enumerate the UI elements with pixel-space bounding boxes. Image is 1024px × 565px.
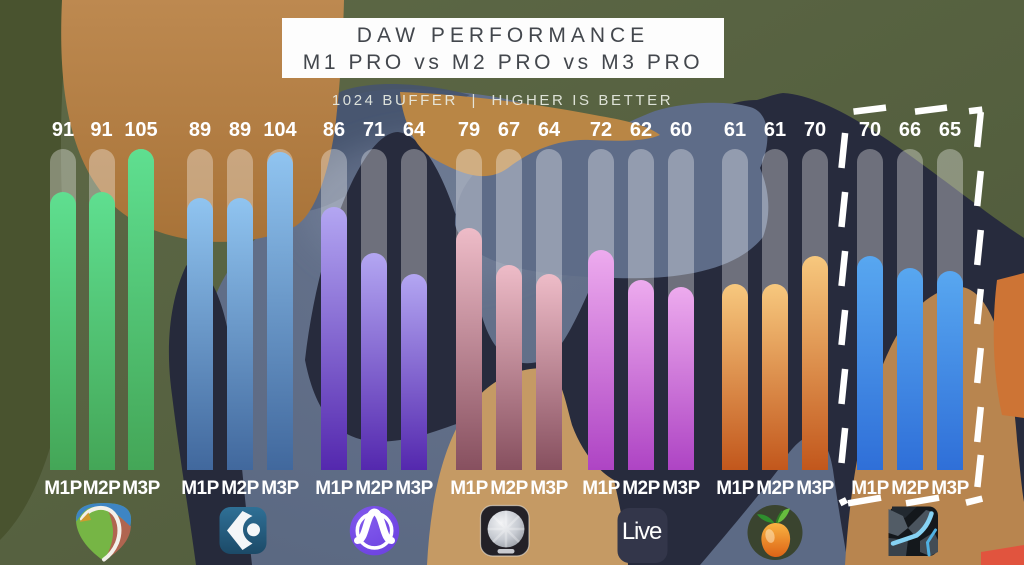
- svg-text:Live: Live: [622, 518, 662, 545]
